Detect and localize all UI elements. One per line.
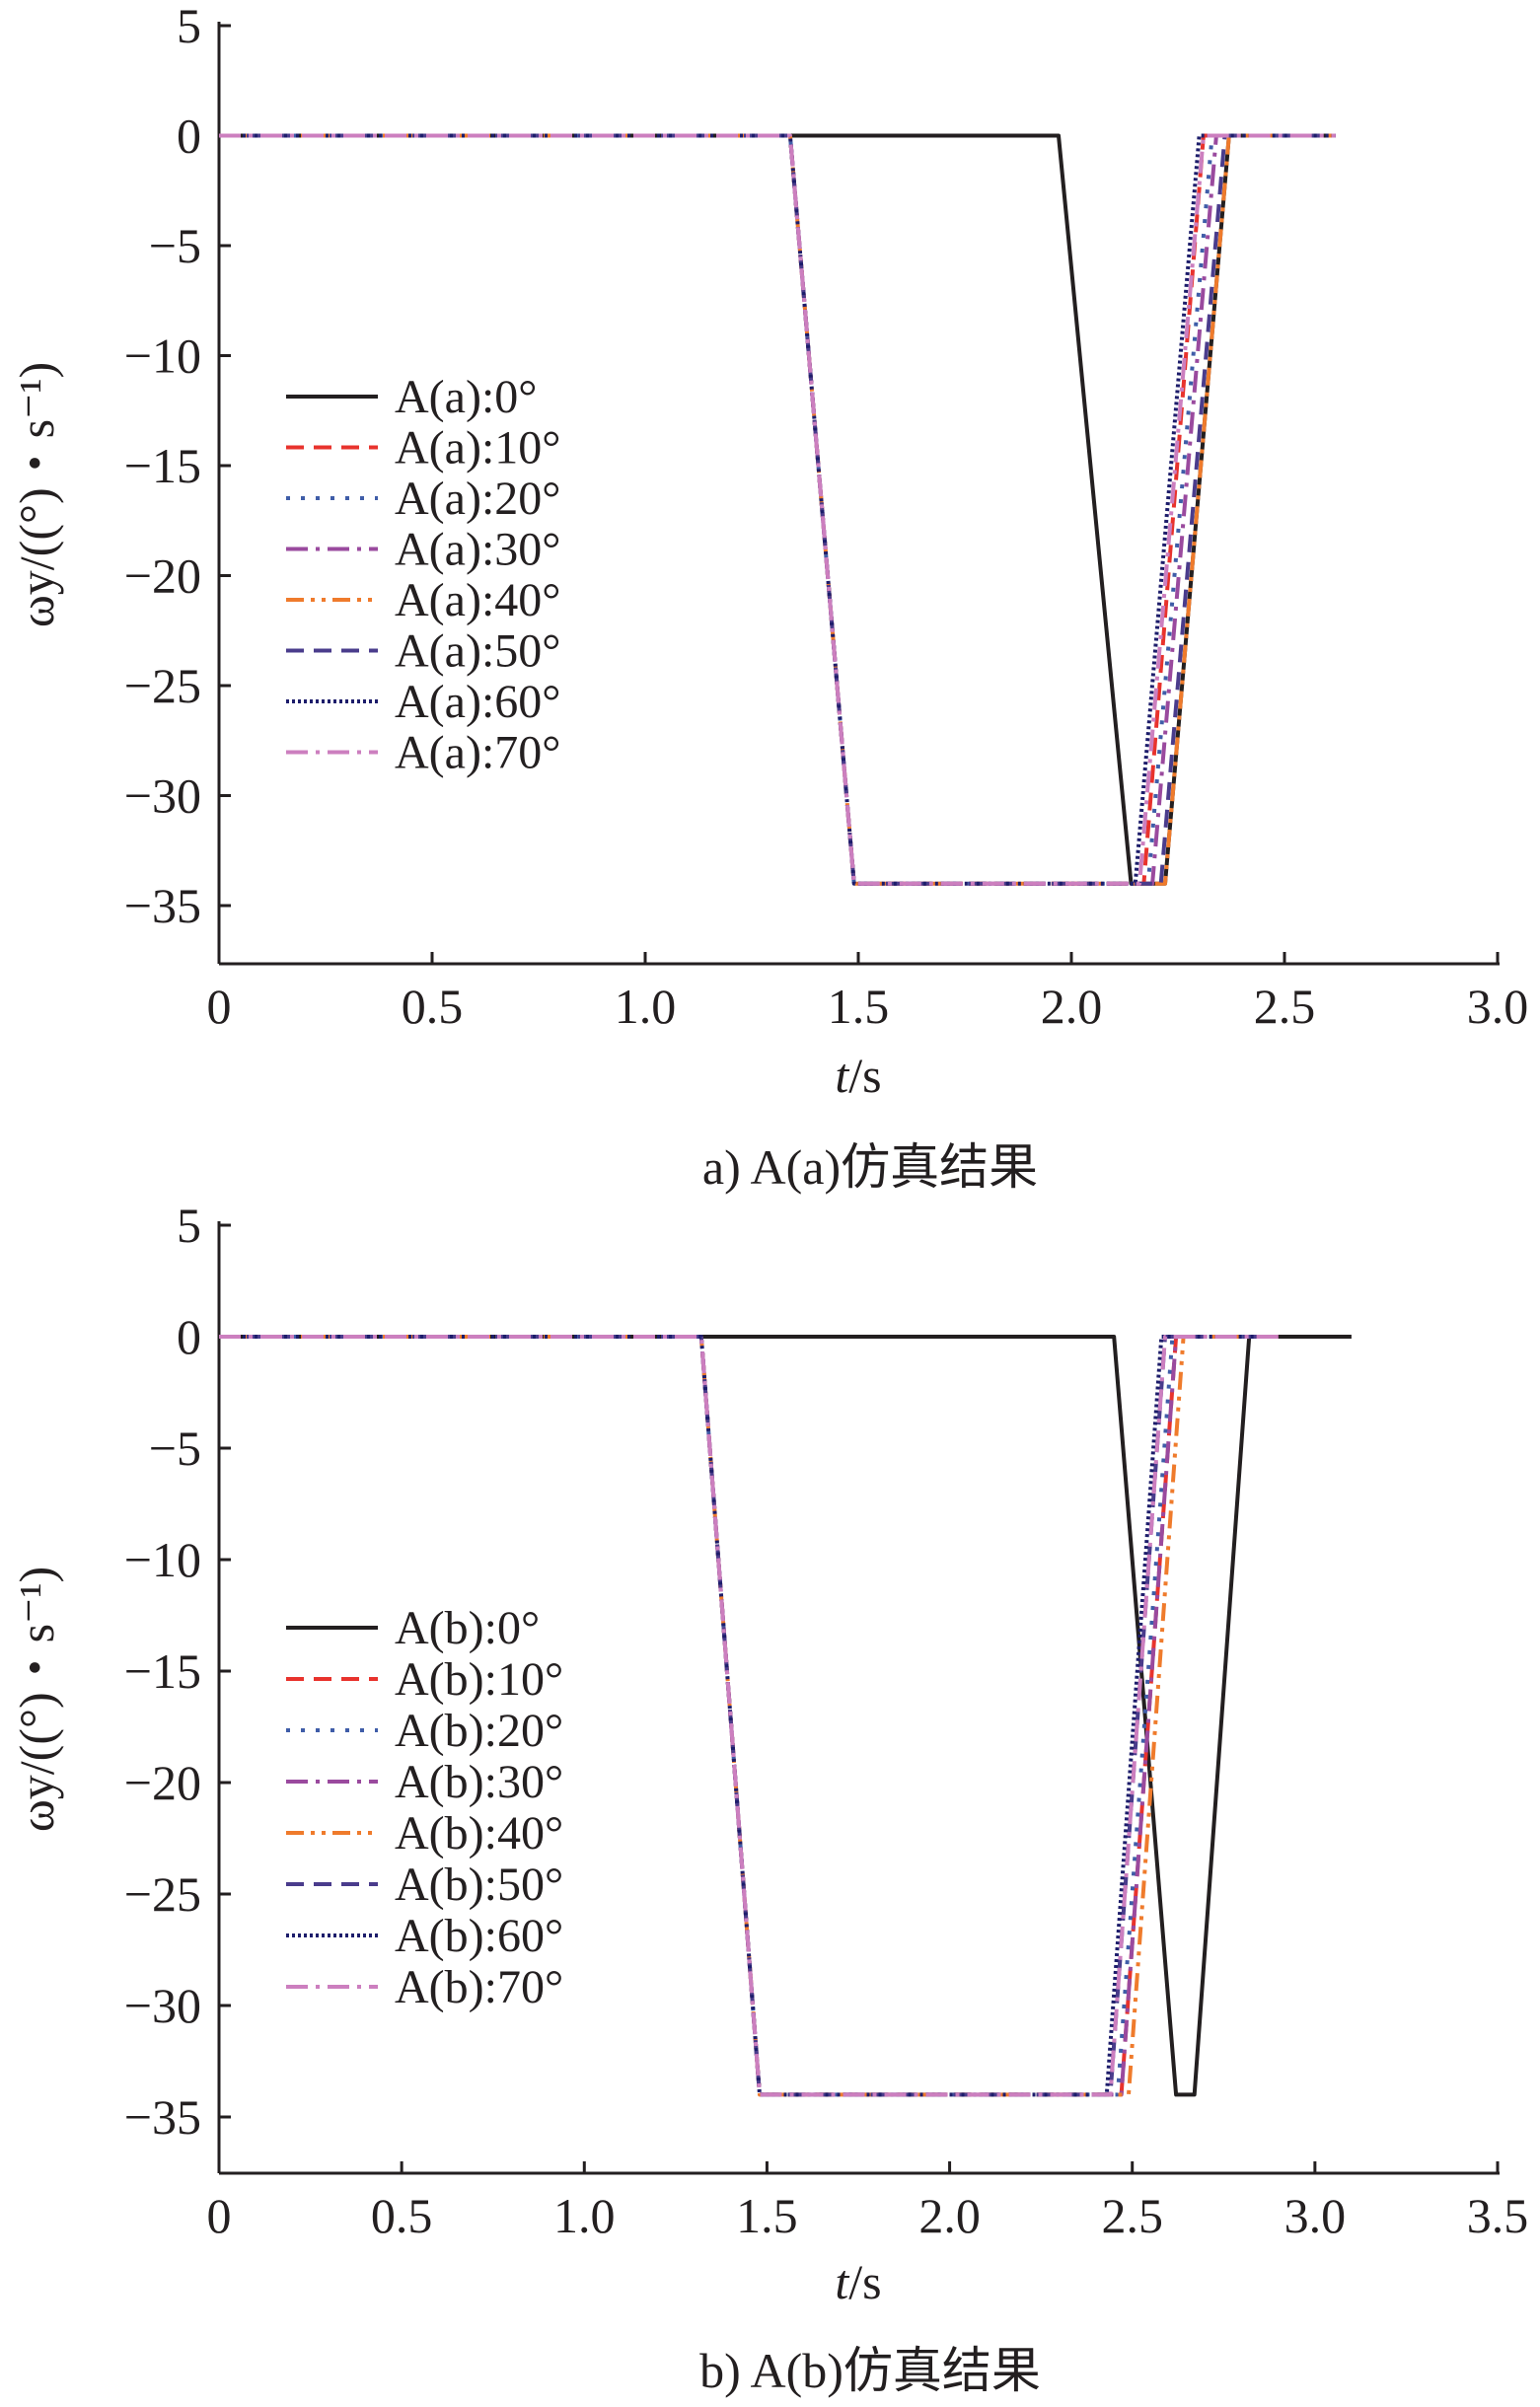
y-tick-label: −30	[124, 768, 201, 824]
y-tick-label: 5	[177, 1198, 201, 1253]
y-tick-label: −25	[124, 658, 201, 713]
legend-label: A(a):10°	[395, 422, 560, 474]
legend-label: A(a):40°	[395, 574, 560, 626]
x-tick-label: 0.5	[371, 2188, 433, 2243]
x-tick-label: 1.0	[553, 2188, 616, 2243]
panel-caption: a) A(a)仿真结果	[702, 1139, 1038, 1195]
x-tick-label: 2.0	[1041, 979, 1103, 1034]
legend-label: A(b):30°	[395, 1756, 563, 1808]
legend-label: A(a):20°	[395, 473, 560, 525]
x-tick-label: 2.5	[1101, 2188, 1163, 2243]
y-tick-label: −5	[149, 1421, 201, 1476]
y-tick-label: −20	[124, 1755, 201, 1810]
y-tick-label: 0	[177, 1309, 201, 1364]
x-tick-label: 1.5	[736, 2188, 798, 2243]
legend-label: A(a):70°	[395, 727, 560, 779]
legend-label: A(a):50°	[395, 625, 560, 678]
y-tick-label: −25	[124, 1866, 201, 1922]
x-tick-label: 0.5	[402, 979, 464, 1034]
y-tick-label: −35	[124, 878, 201, 933]
legend-label: A(a):30°	[395, 524, 560, 576]
y-tick-label: −5	[149, 218, 201, 273]
x-tick-label: 1.5	[828, 979, 890, 1034]
legend-label: A(b):70°	[395, 1961, 563, 2013]
y-tick-label: 5	[177, 0, 201, 53]
legend-label: A(b):50°	[395, 1859, 563, 1911]
y-axis-label: ωy/((°)・s⁻¹)	[9, 1567, 64, 1832]
series-line	[219, 133, 1336, 886]
x-tick-label: 2.0	[918, 2188, 981, 2243]
legend-label: A(b):0°	[395, 1602, 540, 1654]
y-tick-label: −10	[124, 328, 201, 384]
y-tick-label: −20	[124, 548, 201, 604]
x-axis-label: t/s	[835, 1048, 881, 1103]
x-tick-label: 0	[207, 2188, 232, 2243]
x-tick-label: 3.5	[1467, 2188, 1529, 2243]
y-tick-label: −15	[124, 438, 201, 493]
legend-label: A(b):20°	[395, 1705, 563, 1757]
y-tick-label: −35	[124, 2089, 201, 2145]
x-tick-label: 1.0	[615, 979, 677, 1034]
x-tick-label: 0	[207, 979, 232, 1034]
legend-label: A(b):40°	[395, 1807, 563, 1860]
y-tick-label: −10	[124, 1532, 201, 1587]
legend-label: A(b):10°	[395, 1653, 563, 1706]
y-axis-label: ωy/((°)・s⁻¹)	[9, 362, 64, 627]
x-axis-label: t/s	[835, 2254, 881, 2309]
series-line	[219, 133, 1336, 886]
panel-caption: b) A(b)仿真结果	[699, 2343, 1041, 2398]
legend-label: A(b):60°	[395, 1910, 563, 1962]
x-tick-label: 3.0	[1467, 979, 1529, 1034]
legend-label: A(a):60°	[395, 676, 560, 728]
x-tick-label: 2.5	[1254, 979, 1316, 1034]
x-tick-label: 3.0	[1284, 2188, 1347, 2243]
chart-panel-b: 50−5−10−15−20−25−30−350 0.5 1.0 1.5 2.0 2.5 3.…	[9, 1198, 1528, 2398]
chart-panel-a: 50−5−10−15−20−25−30−350 0.5 1.0 1.5 2.0 2.5 3.…	[9, 0, 1528, 1195]
series-line	[219, 1335, 1352, 2097]
legend-label: A(a):0°	[395, 371, 537, 423]
y-tick-label: −30	[124, 1978, 201, 2033]
series-line	[219, 1335, 1279, 2097]
y-tick-label: 0	[177, 109, 201, 164]
y-tick-label: −15	[124, 1643, 201, 1699]
